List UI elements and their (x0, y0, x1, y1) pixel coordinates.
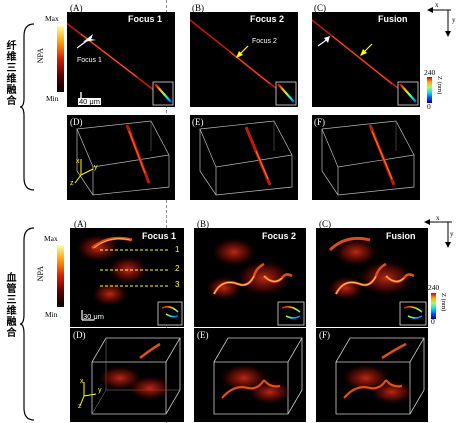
bottom-line-2: 2 (175, 264, 180, 273)
bottom-section: 血管三维融合 Max Min NPA (A) Focus 1 1 2 3 30 … (0, 210, 458, 423)
top-axis-x-label: x (435, 1, 439, 9)
bottom-panel-a (70, 228, 184, 327)
top-brace (20, 23, 35, 191)
bottom-panel-e-letter: (E) (197, 330, 209, 340)
top-section: 纤维三维融合 Max Min NPA (A) Focus 1 Focus 1 4… (0, 0, 458, 200)
bottom-panel-d (70, 328, 184, 422)
top-colorbar-min: Min (46, 94, 59, 103)
bottom-colorbar-axis: NPA (36, 266, 45, 282)
bottom-panel-f (316, 328, 428, 422)
bottom-panel-b-letter: (B) (197, 219, 209, 229)
top-panel-e-letter: (E) (192, 117, 204, 127)
bottom-panel-c (316, 228, 428, 327)
top-panel-f (312, 115, 420, 200)
top-panel-b-title: Focus 2 (250, 14, 285, 24)
divider-line (166, 0, 167, 423)
top-xy-axes (427, 7, 451, 37)
top-panel-f-letter: (F) (314, 117, 325, 127)
top-panel-d (67, 115, 175, 200)
bottom-section-label: 血管三维融合 (4, 272, 15, 338)
top-panel-a-letter: (A) (70, 3, 83, 13)
bottom-panel-c-title: Fusion (386, 231, 416, 241)
top-panel-c-title: Fusion (378, 14, 408, 24)
bottom-colorbar-min: Min (45, 310, 58, 319)
bottom-panel-e (194, 328, 306, 422)
bottom-depth-bottom: 0 (431, 317, 435, 326)
bottom-panel-c-letter: (C) (319, 219, 331, 229)
top-3d-axis-z: z (70, 180, 74, 187)
bottom-xy-axes (424, 219, 452, 248)
top-depth-unit: Z (nm) (436, 76, 443, 95)
top-panel-a (67, 12, 175, 107)
top-panel-c (312, 12, 420, 107)
top-section-label: 纤维三维融合 (4, 40, 15, 106)
bottom-axis-y-label: y (450, 230, 454, 238)
bottom-3d-axis-x: x (80, 378, 84, 385)
bottom-scale-bar-label: 30 μm (83, 312, 104, 321)
bottom-panel-b (194, 228, 306, 327)
top-scale-bar-label: 40 μm (78, 97, 101, 106)
bottom-colorbar (57, 245, 64, 307)
bottom-panel-d-letter: (D) (73, 330, 86, 340)
bottom-depth-top: 240 (428, 283, 440, 292)
bottom-3d-axis-z: z (78, 403, 82, 410)
top-colorbar-axis: NPA (36, 48, 45, 64)
bottom-3d-axis-y: y (98, 387, 102, 394)
top-axis-y-label: y (452, 16, 456, 24)
bottom-colorbar-max: Max (44, 234, 58, 243)
top-colorbar-max: Max (45, 14, 59, 23)
top-depth-bar (427, 77, 432, 103)
top-panel-a-annotation: Focus 1 (77, 57, 102, 64)
top-panel-d-letter: (D) (70, 117, 83, 127)
bottom-depth-bar (431, 293, 436, 319)
bottom-panel-a-letter: (A) (74, 219, 87, 229)
top-depth-bottom: 0 (427, 102, 431, 111)
top-depth-top: 240 (424, 68, 436, 77)
bottom-line-1: 1 (175, 245, 180, 254)
top-colorbar (57, 26, 64, 92)
bottom-panel-b-title: Focus 2 (262, 231, 297, 241)
top-panel-e (190, 115, 298, 200)
top-3d-axis-x: x (76, 158, 80, 165)
bottom-line-3: 3 (175, 280, 180, 289)
top-panel-b-annotation: Focus 2 (252, 38, 277, 45)
top-panel-a-title: Focus 1 (128, 14, 163, 24)
bottom-panel-a-title: Focus 1 (142, 231, 177, 241)
top-panel-b-letter: (B) (192, 3, 204, 13)
bottom-depth-unit: Z (nm) (440, 293, 447, 312)
bottom-panel-f-letter: (F) (319, 330, 330, 340)
top-panel-c-letter: (C) (314, 3, 326, 13)
bottom-brace (20, 227, 35, 421)
bottom-axis-x-label: x (436, 214, 440, 222)
top-panel-b (190, 12, 298, 107)
top-3d-axis-y: y (94, 164, 98, 171)
